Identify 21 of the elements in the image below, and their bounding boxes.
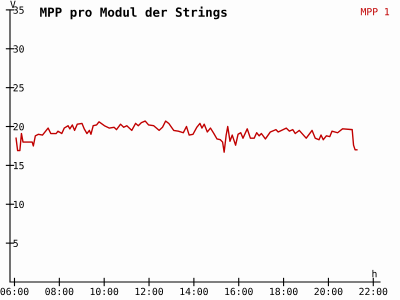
y-tick-label: 30 [13, 45, 24, 53]
x-tick-label: 10:00 [90, 288, 118, 296]
chart-title: MPP pro Modul der Strings [40, 6, 227, 20]
x-axis-title: h [372, 270, 377, 278]
x-tick-label: 08:00 [45, 288, 74, 296]
y-tick-label: 20 [14, 123, 24, 130]
y-tick-label: 10 [14, 200, 24, 208]
y-tick-label: 15 [14, 162, 24, 170]
x-tick-label: 22:00 [359, 288, 388, 296]
x-tick-label: 18:00 [270, 288, 298, 296]
y-tick-label: 25 [14, 84, 24, 92]
x-tick-label: 06:00 [0, 288, 28, 296]
x-tick-label: 20:00 [314, 288, 342, 296]
y-tick-label: 5 [13, 240, 18, 247]
x-tick-label: 16:00 [225, 288, 253, 296]
text: MPP 1 [360, 8, 390, 16]
x-tick-label: 14:00 [180, 288, 208, 296]
y-tick-label: 35 [13, 6, 24, 14]
x-tick-label: 12:00 [136, 288, 164, 296]
y-axis-title: V [10, 0, 16, 8]
line-series [15, 120, 358, 153]
